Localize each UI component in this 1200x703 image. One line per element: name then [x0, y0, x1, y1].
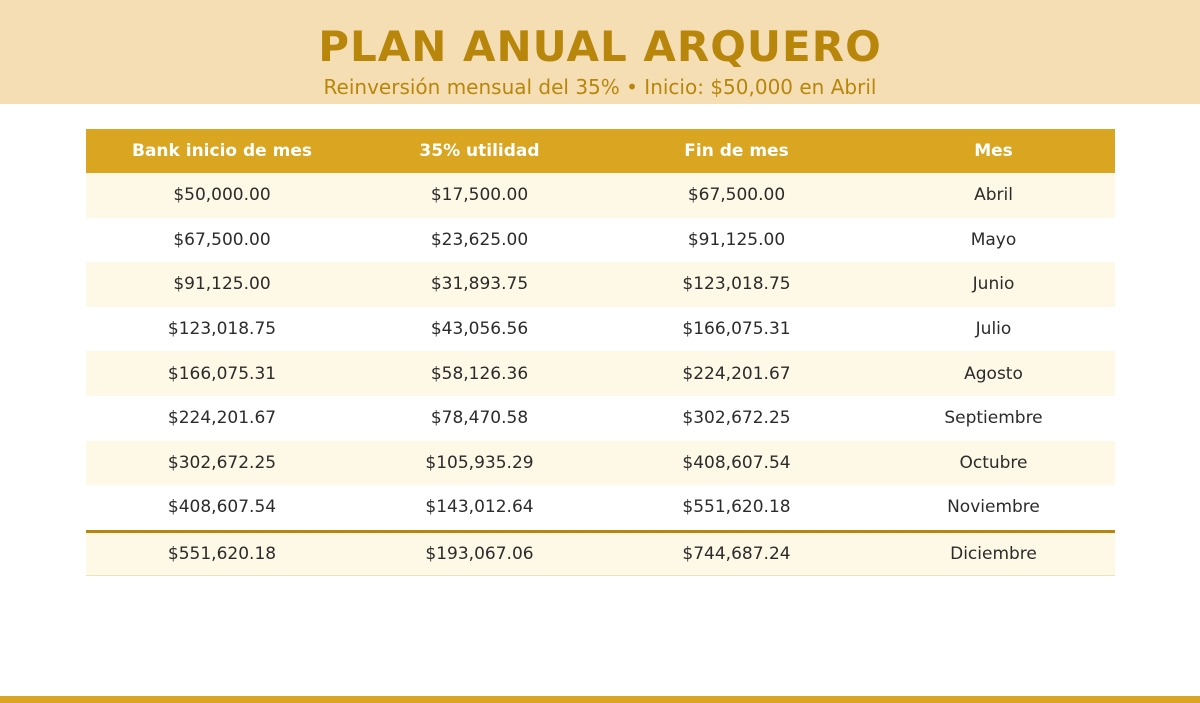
cell-utilidad: $78,470.58 — [430, 408, 529, 429]
cell-utilidad: $193,067.06 — [425, 544, 534, 565]
column-header-mes: Mes — [974, 141, 1013, 161]
column-header-utilidad: 35% utilidad — [419, 141, 540, 161]
cell-bank-inicio: $302,672.25 — [167, 452, 277, 473]
column-header-bank-inicio: Bank inicio de mes — [132, 141, 312, 161]
cell-mes: Agosto — [964, 363, 1023, 384]
cell-fin-de-mes: $551,620.18 — [682, 497, 791, 518]
table-row: $123,018.75 $43,056.56 $166,075.31 Julio — [86, 306, 1115, 352]
cell-mes: Octubre — [959, 452, 1028, 473]
cell-bank-inicio: $408,607.54 — [167, 497, 277, 518]
cell-utilidad: $105,935.29 — [425, 452, 534, 473]
cell-mes: Septiembre — [944, 408, 1043, 429]
cell-mes: Abril — [974, 185, 1013, 206]
cell-mes: Noviembre — [947, 497, 1040, 518]
cell-utilidad: $31,893.75 — [430, 274, 529, 295]
table-row: $67,500.00 $23,625.00 $91,125.00 Mayo — [86, 217, 1115, 263]
cell-fin-de-mes: $744,687.24 — [682, 544, 791, 565]
cell-utilidad: $17,500.00 — [430, 185, 529, 206]
table-row: $224,201.67 $78,470.58 $302,672.25 Septi… — [86, 395, 1115, 441]
cell-bank-inicio: $91,125.00 — [173, 274, 271, 295]
cell-mes: Julio — [975, 319, 1012, 340]
table-header-row: Bank inicio de mes 35% utilidad Fin de m… — [86, 129, 1115, 173]
table-row: $91,125.00 $31,893.75 $123,018.75 Junio — [86, 262, 1115, 307]
cell-fin-de-mes: $224,201.67 — [682, 363, 791, 384]
cell-bank-inicio: $67,500.00 — [173, 229, 271, 250]
table-row: $408,607.54 $143,012.64 $551,620.18 Novi… — [86, 485, 1115, 530]
cell-fin-de-mes: $123,018.75 — [682, 274, 791, 295]
cell-bank-inicio: $224,201.67 — [167, 408, 277, 429]
cell-fin-de-mes: $166,075.31 — [682, 319, 791, 340]
page-subtitle: Reinversión mensual del 35% • Inicio: $5… — [323, 75, 877, 99]
cell-utilidad: $143,012.64 — [425, 497, 534, 518]
cell-bank-inicio: $50,000.00 — [173, 185, 271, 206]
cell-mes: Diciembre — [950, 544, 1037, 565]
table-row: $50,000.00 $17,500.00 $67,500.00 Abril — [86, 173, 1115, 218]
table-row: $166,075.31 $58,126.36 $224,201.67 Agost… — [86, 351, 1115, 396]
cell-utilidad: $43,056.56 — [430, 319, 529, 340]
cell-bank-inicio: $166,075.31 — [167, 363, 277, 384]
cell-utilidad: $23,625.00 — [430, 229, 529, 250]
cell-bank-inicio: $123,018.75 — [167, 319, 277, 340]
cell-mes: Junio — [972, 274, 1015, 295]
cell-fin-de-mes: $67,500.00 — [687, 185, 786, 206]
cell-fin-de-mes: $408,607.54 — [682, 452, 791, 473]
cell-fin-de-mes: $91,125.00 — [687, 229, 786, 250]
column-header-fin-de-mes: Fin de mes — [684, 141, 789, 161]
plan-table: Bank inicio de mes 35% utilidad Fin de m… — [86, 129, 1115, 577]
table-row: $302,672.25 $105,935.29 $408,607.54 Octu… — [86, 440, 1115, 486]
cell-mes: Mayo — [970, 229, 1017, 250]
header-banner: PLAN ANUAL ARQUERO Reinversión mensual d… — [0, 0, 1200, 104]
cell-utilidad: $58,126.36 — [430, 363, 529, 384]
cell-bank-inicio: $551,620.18 — [167, 544, 277, 565]
footer-accent-bar — [0, 696, 1200, 703]
page-title: PLAN ANUAL ARQUERO — [318, 22, 882, 71]
cell-fin-de-mes: $302,672.25 — [682, 408, 791, 429]
table-row-final: $551,620.18 $193,067.06 $744,687.24 Dici… — [86, 529, 1115, 577]
